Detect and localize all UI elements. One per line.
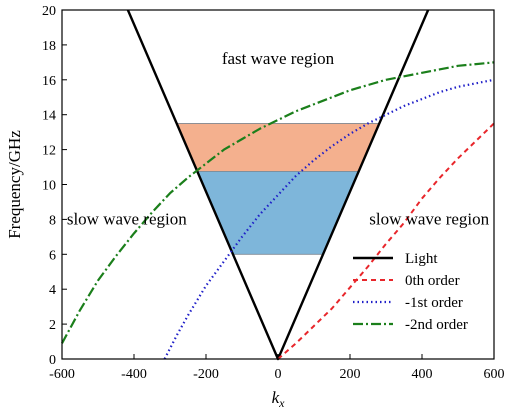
y-tick-label: 6 <box>49 248 56 263</box>
order-minus2-line <box>61 61 495 344</box>
x-tick-label: -200 <box>193 367 219 382</box>
y-tick-label: 0 <box>49 353 56 368</box>
legend-label: -1st order <box>405 295 463 311</box>
region-annotation: slow wave region <box>369 210 489 229</box>
x-tick-label: -600 <box>49 367 75 382</box>
y-tick-label: 2 <box>49 318 56 333</box>
y-tick-label: 12 <box>42 144 56 159</box>
order-minus1-line <box>163 78 495 360</box>
y-tick-label: 18 <box>42 39 56 54</box>
axis-ticks: -600 -400 -200 0 200 400 600 0 2 4 6 8 10 12 14 16 18 20 <box>42 4 505 382</box>
annotations: fast wave region slow wave region slow wav… <box>67 49 490 229</box>
y-tick-label: 20 <box>42 4 56 19</box>
legend-label: 0th order <box>405 273 460 289</box>
x-axis-label-subscript: x <box>278 396 285 410</box>
shaded-regions <box>176 123 380 255</box>
region-orange-band <box>176 123 380 172</box>
region-blue-band <box>196 171 360 255</box>
x-axis-label-main: k <box>272 388 280 407</box>
y-tick-label: 16 <box>42 74 56 89</box>
x-tick-label: 400 <box>412 367 433 382</box>
y-tick-label: 4 <box>49 283 56 298</box>
y-axis-label: Frequency/GHz <box>5 130 24 239</box>
y-tick-label: 10 <box>42 179 56 194</box>
legend-label: Light <box>405 251 438 267</box>
x-axis-label: kx <box>272 388 286 410</box>
x-tick-label: -400 <box>121 367 147 382</box>
legend: Light 0th order -1st order -2nd order <box>353 251 468 333</box>
x-tick-label: 200 <box>340 367 361 382</box>
order-0-line <box>277 122 495 360</box>
y-tick-label: 14 <box>42 109 56 124</box>
region-annotation: fast wave region <box>222 49 335 68</box>
x-tick-label: 600 <box>484 367 505 382</box>
region-annotation: slow wave region <box>67 210 187 229</box>
y-tick-label: 8 <box>49 213 56 228</box>
legend-label: -2nd order <box>405 317 468 333</box>
x-tick-label: 0 <box>275 367 282 382</box>
